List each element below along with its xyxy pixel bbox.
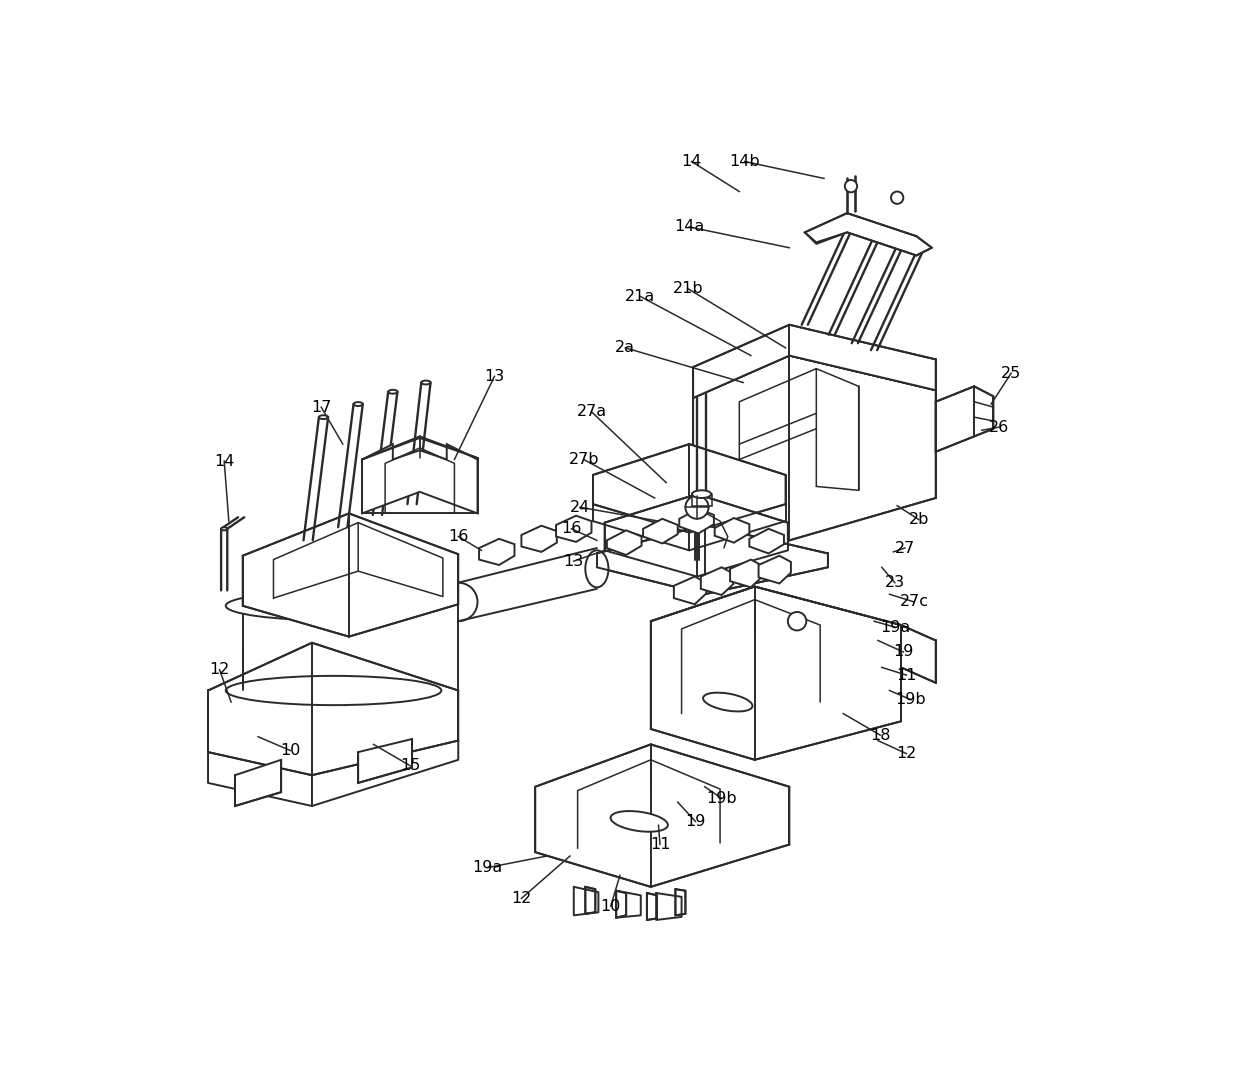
- Ellipse shape: [611, 811, 668, 831]
- Ellipse shape: [691, 490, 711, 498]
- Polygon shape: [715, 518, 750, 542]
- Text: 12: 12: [896, 746, 917, 761]
- Ellipse shape: [318, 415, 328, 419]
- Text: 14b: 14b: [730, 154, 760, 169]
- Polygon shape: [675, 889, 685, 915]
- Polygon shape: [758, 555, 790, 583]
- Ellipse shape: [585, 550, 608, 587]
- Ellipse shape: [221, 528, 227, 531]
- Polygon shape: [674, 577, 706, 605]
- Text: 13: 13: [484, 369, 504, 384]
- Text: 15: 15: [400, 759, 421, 774]
- Polygon shape: [605, 494, 788, 577]
- Circle shape: [845, 180, 857, 193]
- Text: 19b: 19b: [706, 791, 737, 806]
- Ellipse shape: [225, 676, 441, 705]
- Polygon shape: [730, 560, 762, 587]
- Polygon shape: [650, 586, 901, 760]
- Text: 27b: 27b: [569, 452, 598, 467]
- Polygon shape: [607, 531, 642, 555]
- Text: 2a: 2a: [616, 340, 636, 355]
- Text: 14: 14: [214, 454, 234, 469]
- Circle shape: [788, 612, 807, 630]
- Polygon shape: [693, 325, 935, 398]
- Polygon shape: [362, 444, 477, 514]
- Text: 11: 11: [649, 837, 670, 852]
- Polygon shape: [805, 213, 932, 256]
- Ellipse shape: [421, 381, 431, 384]
- Text: 17: 17: [311, 399, 331, 415]
- Text: 27c: 27c: [900, 595, 928, 610]
- Polygon shape: [585, 887, 595, 914]
- Polygon shape: [935, 386, 994, 452]
- Text: 19b: 19b: [896, 692, 927, 707]
- Text: 26: 26: [989, 419, 1009, 434]
- Ellipse shape: [388, 389, 398, 394]
- Text: 10: 10: [280, 743, 301, 758]
- Text: 19a: 19a: [472, 860, 503, 875]
- Text: 18: 18: [870, 728, 891, 743]
- Text: 24: 24: [570, 500, 590, 515]
- Text: 21b: 21b: [673, 281, 703, 296]
- Ellipse shape: [703, 692, 752, 712]
- Polygon shape: [679, 508, 714, 534]
- Text: 23: 23: [885, 576, 904, 591]
- Circle shape: [891, 192, 903, 204]
- Text: 10: 10: [601, 899, 621, 914]
- Ellipse shape: [225, 591, 441, 621]
- Polygon shape: [556, 516, 591, 541]
- Circle shape: [685, 495, 709, 519]
- Ellipse shape: [353, 402, 363, 406]
- Text: 12: 12: [209, 662, 229, 677]
- Polygon shape: [358, 739, 413, 783]
- Polygon shape: [243, 514, 458, 637]
- Text: 25: 25: [1001, 366, 1021, 381]
- Text: 13: 13: [564, 553, 584, 568]
- Text: 19a: 19a: [881, 620, 911, 635]
- Polygon shape: [693, 355, 935, 540]
- Ellipse shape: [875, 231, 881, 234]
- Polygon shape: [479, 539, 514, 565]
- Polygon shape: [535, 745, 789, 887]
- Polygon shape: [522, 525, 556, 552]
- Text: 12: 12: [512, 891, 532, 906]
- Polygon shape: [235, 760, 281, 806]
- Text: 16: 16: [449, 529, 468, 544]
- Text: 2b: 2b: [908, 513, 929, 528]
- Text: 16: 16: [561, 521, 581, 536]
- Polygon shape: [701, 567, 733, 595]
- Ellipse shape: [847, 220, 854, 224]
- Polygon shape: [616, 890, 626, 918]
- Polygon shape: [647, 893, 657, 920]
- Text: 27a: 27a: [576, 404, 607, 419]
- Text: 21a: 21a: [624, 289, 655, 304]
- Polygon shape: [643, 519, 678, 544]
- Polygon shape: [208, 643, 458, 775]
- Polygon shape: [597, 525, 828, 594]
- Text: 11: 11: [896, 668, 917, 683]
- Ellipse shape: [898, 240, 904, 243]
- Ellipse shape: [917, 246, 923, 249]
- Polygon shape: [901, 625, 935, 683]
- Text: 14a: 14a: [674, 219, 705, 234]
- Polygon shape: [593, 444, 786, 533]
- Polygon shape: [750, 529, 784, 553]
- Text: 19: 19: [685, 814, 706, 829]
- Text: 14: 14: [681, 154, 701, 169]
- Text: 27: 27: [895, 540, 914, 555]
- Text: 19: 19: [893, 644, 913, 659]
